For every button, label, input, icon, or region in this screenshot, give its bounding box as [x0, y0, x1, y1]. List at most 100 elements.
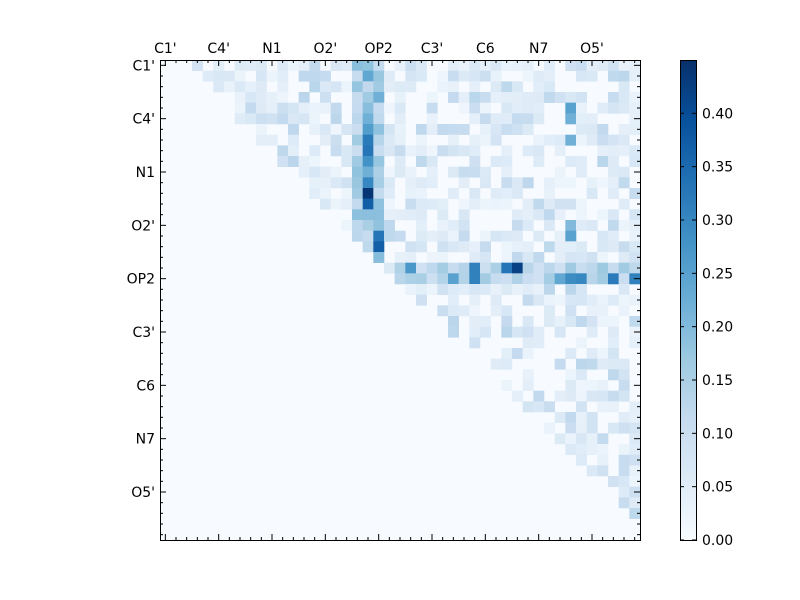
heatmap-cell: [629, 465, 641, 477]
heatmap-cell: [352, 198, 363, 210]
heatmap-cell: [426, 92, 438, 103]
heatmap-cell: [458, 124, 470, 135]
heatmap-cell: [266, 92, 278, 103]
heatmap-cell: [565, 113, 577, 125]
heatmap-cell: [554, 209, 566, 221]
heatmap-cell: [512, 60, 523, 71]
heatmap-cell: [245, 92, 257, 103]
heatmap-cell: [629, 252, 641, 263]
heatmap-cell: [224, 70, 235, 82]
heatmap-cell: [352, 177, 363, 189]
heatmap-cell: [384, 230, 395, 242]
heatmap-cell: [384, 102, 395, 114]
heatmap-cell: [629, 230, 641, 242]
heatmap-cell: [266, 113, 278, 125]
heatmap-cell: [266, 134, 278, 146]
heatmap-cell: [597, 454, 609, 466]
heatmap-cell: [565, 390, 577, 402]
heatmap-cell: [480, 134, 491, 146]
heatmap-cell: [618, 465, 630, 477]
heatmap-cell: [576, 209, 587, 221]
heatmap-cell: [330, 198, 342, 210]
heatmap-cell: [373, 70, 385, 82]
heatmap-cell: [309, 70, 321, 82]
heatmap-cell: [501, 348, 513, 359]
heatmap-cell: [586, 433, 598, 445]
heatmap-cell: [320, 81, 331, 93]
heatmap-cell: [405, 262, 417, 274]
heatmap-cell: [416, 124, 427, 135]
heatmap-cell: [608, 337, 619, 349]
heatmap-cell: [405, 273, 417, 285]
y-tick-label: N1: [136, 165, 155, 181]
heatmap-cell: [352, 220, 363, 231]
heatmap-cell: [490, 70, 502, 82]
heatmap-cell: [469, 294, 481, 306]
heatmap-cell: [554, 230, 566, 242]
heatmap-cell: [629, 454, 641, 466]
heatmap-cell: [405, 60, 417, 71]
heatmap-cell: [629, 102, 641, 114]
heatmap-cell: [405, 70, 417, 82]
heatmap-cell: [458, 145, 470, 157]
heatmap-cell: [416, 230, 427, 242]
heatmap-cell: [522, 241, 534, 253]
heatmap-cell: [629, 188, 641, 199]
heatmap-cell: [576, 433, 587, 445]
heatmap-cell: [544, 220, 555, 231]
heatmap-cell: [629, 401, 641, 413]
heatmap-cell: [309, 145, 321, 157]
heatmap-cell: [405, 241, 417, 253]
heatmap-cell: [618, 60, 630, 71]
heatmap-cell: [608, 273, 619, 285]
heatmap-cell: [544, 241, 555, 253]
heatmap-cell: [565, 316, 577, 327]
heatmap-cell: [256, 113, 267, 125]
heatmap-cell: [629, 241, 641, 253]
heatmap-cell: [490, 113, 502, 125]
heatmap-cells: [160, 60, 641, 540]
heatmap-cell: [512, 390, 523, 402]
x-tick-label: C4': [207, 41, 230, 57]
heatmap-cell: [501, 358, 513, 370]
heatmap-cell: [490, 230, 502, 242]
colorbar-tick-label: 0.00: [702, 533, 733, 549]
heatmap-cell: [437, 145, 449, 157]
heatmap-cell: [277, 60, 289, 71]
heatmap-cell: [522, 294, 534, 306]
heatmap-cell: [522, 326, 534, 338]
heatmap-cell: [597, 305, 609, 317]
heatmap-cell: [618, 284, 630, 295]
heatmap-cell: [533, 209, 545, 221]
heatmap-cell: [533, 113, 545, 125]
heatmap-cell: [341, 60, 353, 71]
heatmap-cell: [608, 241, 619, 253]
heatmap-cell: [512, 209, 523, 221]
heatmap-cell: [576, 454, 587, 466]
heatmap-cell: [469, 166, 481, 178]
heatmap-cell: [458, 177, 470, 189]
heatmap-cell: [437, 209, 449, 221]
heatmap-cell: [448, 316, 459, 327]
heatmap-cell: [384, 134, 395, 146]
heatmap-cell: [469, 241, 481, 253]
heatmap-cell: [576, 198, 587, 210]
heatmap-cell: [544, 198, 555, 210]
y-tick-label: C3': [132, 325, 155, 341]
heatmap-cell: [469, 305, 481, 317]
x-tick-label: O2': [313, 41, 337, 57]
heatmap-cell: [629, 497, 641, 509]
heatmap-cell: [512, 326, 523, 338]
heatmap-cell: [608, 326, 619, 338]
heatmap-cell: [618, 412, 630, 423]
heatmap-cell: [448, 326, 459, 338]
heatmap-cell: [320, 102, 331, 114]
heatmap-cell: [426, 113, 438, 125]
y-tick-label: OP2: [127, 272, 155, 288]
heatmap-cell: [277, 81, 289, 93]
heatmap-cell: [469, 60, 481, 71]
heatmap-cell: [618, 454, 630, 466]
heatmap-cell: [480, 70, 491, 82]
heatmap-cell: [362, 60, 374, 71]
heatmap-cell: [362, 241, 374, 253]
